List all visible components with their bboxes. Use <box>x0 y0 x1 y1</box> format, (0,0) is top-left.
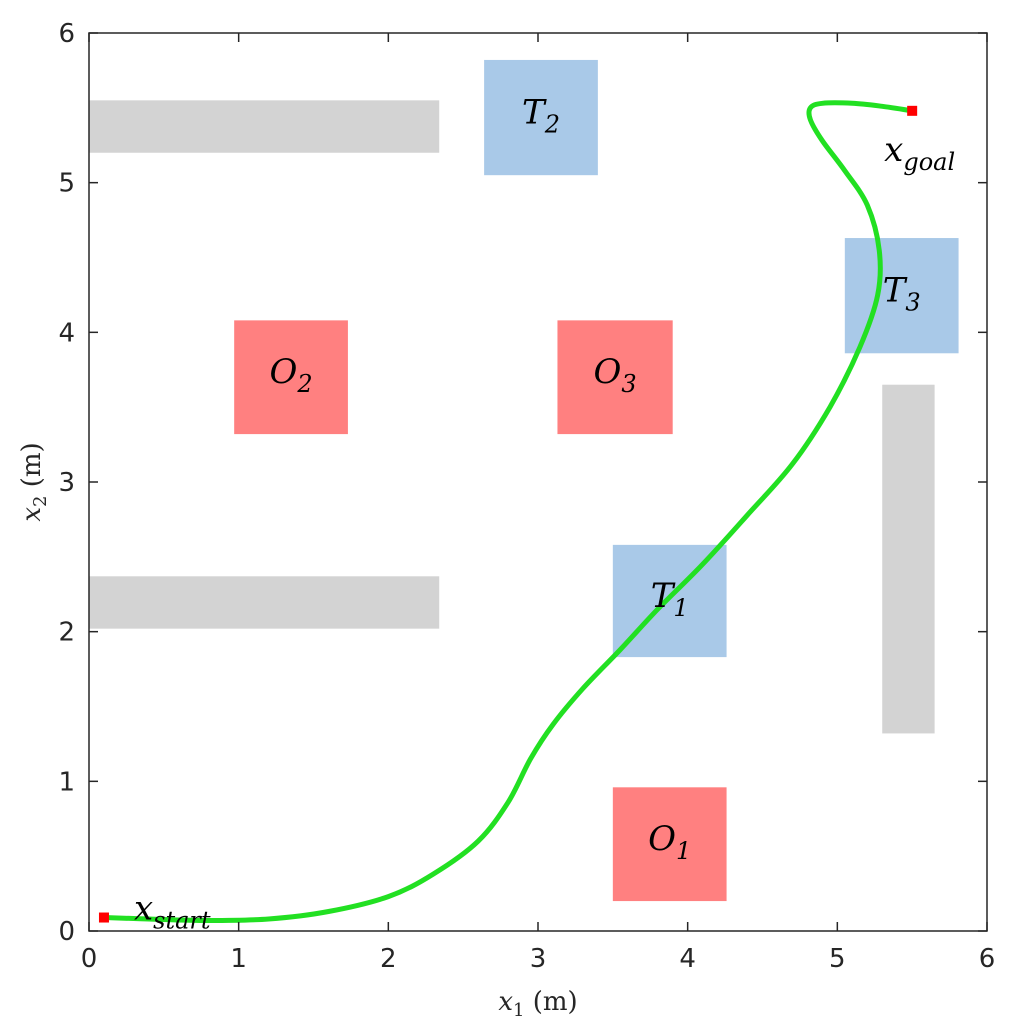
x-tick-label: 3 <box>530 944 547 974</box>
trajectory-line <box>101 100 915 923</box>
target-label-2: T2 <box>522 93 560 139</box>
x-tick-label: 1 <box>230 944 247 974</box>
y-tick-label: 1 <box>58 767 75 797</box>
obstacle-label-3: O3 <box>594 352 637 398</box>
start-point <box>98 912 109 923</box>
obstacle-region-3 <box>557 320 673 435</box>
start-label: xstart <box>134 889 211 935</box>
y-tick-label: 6 <box>58 19 75 49</box>
axis-ticks-layer: 0 1 2 3 4 5 6 0 1 2 3 4 5 6 <box>58 19 995 974</box>
x-tick-label: 4 <box>679 944 696 974</box>
obstacle-label-2: O2 <box>269 352 312 398</box>
y-axis-label: x2 (m) <box>17 442 51 521</box>
wall-1 <box>89 100 440 153</box>
obstacle-region-2 <box>234 320 348 435</box>
obstacle-region-1 <box>612 787 727 902</box>
x-tick-label: 6 <box>979 944 996 974</box>
goal-label: xgoal <box>884 130 955 176</box>
trajectory-layer <box>98 100 918 923</box>
y-tick-label: 4 <box>58 318 75 348</box>
wall-3 <box>882 384 935 734</box>
target-label-1: T1 <box>651 576 689 622</box>
walls-layer <box>89 100 935 734</box>
target-region-2 <box>484 59 598 176</box>
x-tick-label: 2 <box>380 944 397 974</box>
goal-point <box>907 105 918 116</box>
regions-layer <box>234 59 959 902</box>
wall-2 <box>89 576 440 629</box>
y-tick-label: 2 <box>58 618 75 648</box>
plot-area <box>89 33 987 931</box>
x-tick-label: 0 <box>81 944 98 974</box>
target-label-3: T3 <box>883 271 921 317</box>
y-tick-label: 5 <box>58 169 75 199</box>
obstacle-label-1: O1 <box>648 819 691 865</box>
y-tick-label: 0 <box>58 917 75 947</box>
y-tick-label: 3 <box>58 468 75 498</box>
x-tick-label: 5 <box>829 944 846 974</box>
region-labels-layer: T1 T2 T3 O1 O2 O3 xstart xgoal <box>134 93 955 935</box>
x-axis-label: x1 (m) <box>498 987 577 1021</box>
